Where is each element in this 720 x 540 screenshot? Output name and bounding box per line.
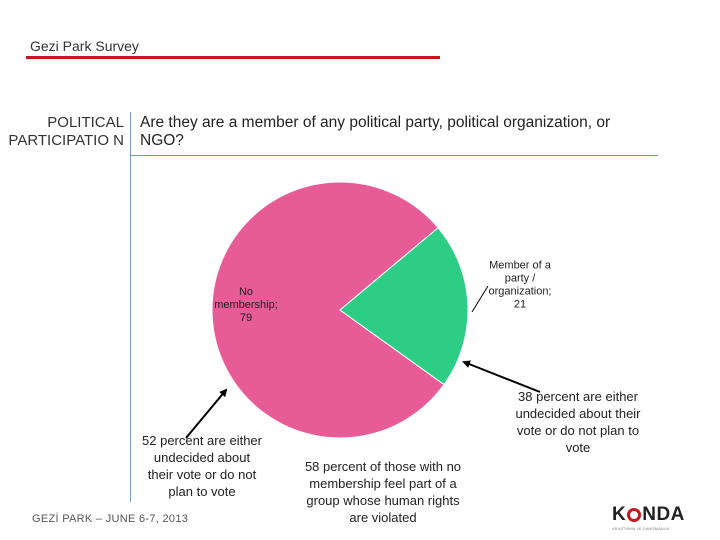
logo-tagline: ARAŞTIRMA VE DANIŞMANLIK xyxy=(612,526,670,531)
slice-member xyxy=(339,227,469,386)
footer-text: GEZİ PARK – JUNE 6-7, 2013 xyxy=(32,513,189,525)
right-annotation: 38 percent are either undecided about th… xyxy=(515,389,641,455)
left-callout-arrow xyxy=(185,388,228,439)
label-member: Member of a party / organization; 21 xyxy=(489,260,552,311)
middle-annotation: 58 percent of those with no membership f… xyxy=(304,459,462,525)
logo-letters-nda: NDA xyxy=(642,504,685,525)
right-callout-arrow xyxy=(462,360,541,393)
konda-logo: K NDA ARAŞTIRMA VE DANIŞMANLIK xyxy=(612,505,694,533)
header-title: Gezi Park Survey xyxy=(30,38,139,54)
label-no-membership: No membership; 79 xyxy=(214,286,278,324)
left-annotation: 52 percent are either undecided about th… xyxy=(142,433,262,499)
section-label: POLITICAL PARTICIPATIO N xyxy=(8,114,124,149)
header-rule xyxy=(26,56,440,59)
member-leader-line xyxy=(471,285,489,313)
horizontal-divider xyxy=(130,155,658,156)
logo-ring-icon xyxy=(627,508,642,522)
vertical-divider xyxy=(130,112,131,502)
slice-no-membership xyxy=(211,181,445,439)
question-text: Are they are a member of any political p… xyxy=(140,114,611,149)
logo-letter-k: K xyxy=(612,504,627,525)
